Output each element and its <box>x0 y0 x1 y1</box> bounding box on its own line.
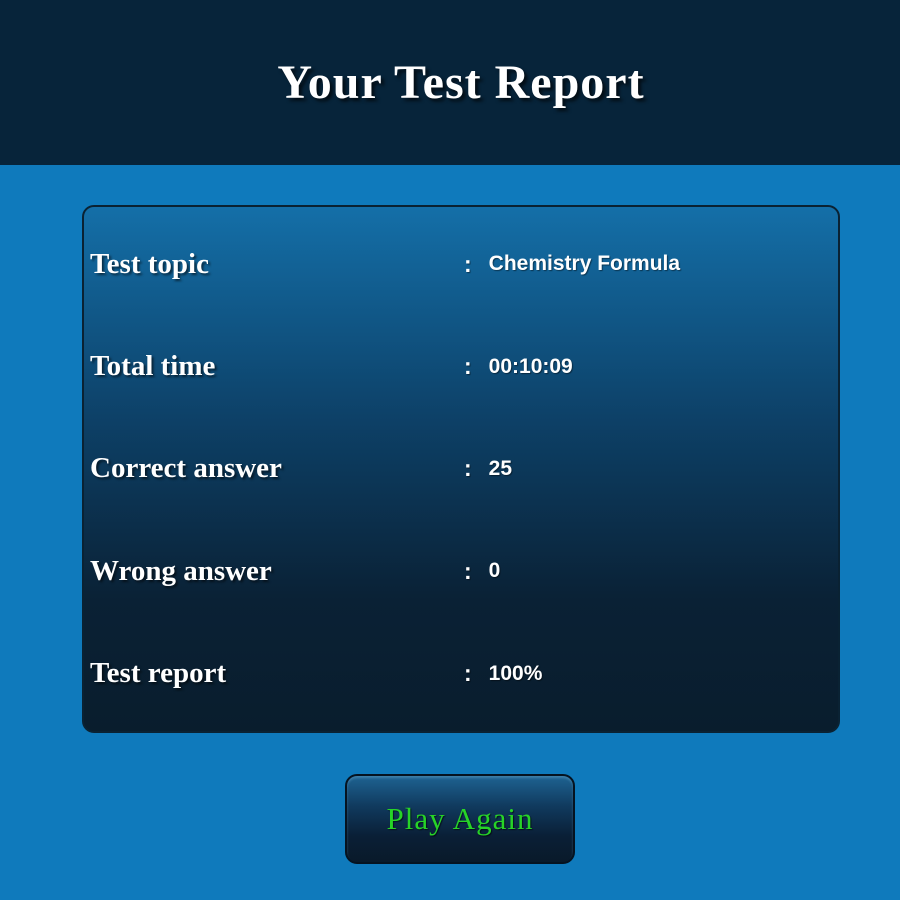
row-value-wrong-answer: 0 <box>488 559 501 583</box>
row-label-wrong-answer: Wrong answer <box>90 554 272 587</box>
row-value-test-topic: Chemistry Formula <box>488 252 681 276</box>
row-separator: : <box>464 455 472 482</box>
report-row-wrong-answer: Wrong answer : 0 <box>90 555 828 588</box>
row-separator: : <box>464 660 472 687</box>
row-separator: : <box>464 557 472 584</box>
row-label-total-time: Total time <box>90 350 216 383</box>
report-row-total-time: Total time : 00:10:09 <box>90 350 828 383</box>
page-title: Your Test Report <box>277 56 645 109</box>
report-row-test-topic: Test topic : Chemistry Formula <box>90 248 828 281</box>
row-label-correct-answer: Correct answer <box>90 452 282 485</box>
play-again-button[interactable]: Play Again <box>345 774 575 864</box>
row-value-test-report: 100% <box>488 661 543 685</box>
row-value-total-time: 00:10:09 <box>488 354 573 378</box>
row-label-test-report: Test report <box>90 657 227 690</box>
report-card: Test topic : Chemistry Formula Total tim… <box>82 205 840 733</box>
header: Your Test Report <box>0 0 900 165</box>
report-row-correct-answer: Correct answer : 25 <box>90 452 828 485</box>
row-separator: : <box>464 353 472 380</box>
row-label-test-topic: Test topic <box>90 247 209 280</box>
row-separator: : <box>464 250 472 277</box>
row-value-correct-answer: 25 <box>488 456 513 480</box>
report-row-test-report: Test report : 100% <box>90 657 828 690</box>
